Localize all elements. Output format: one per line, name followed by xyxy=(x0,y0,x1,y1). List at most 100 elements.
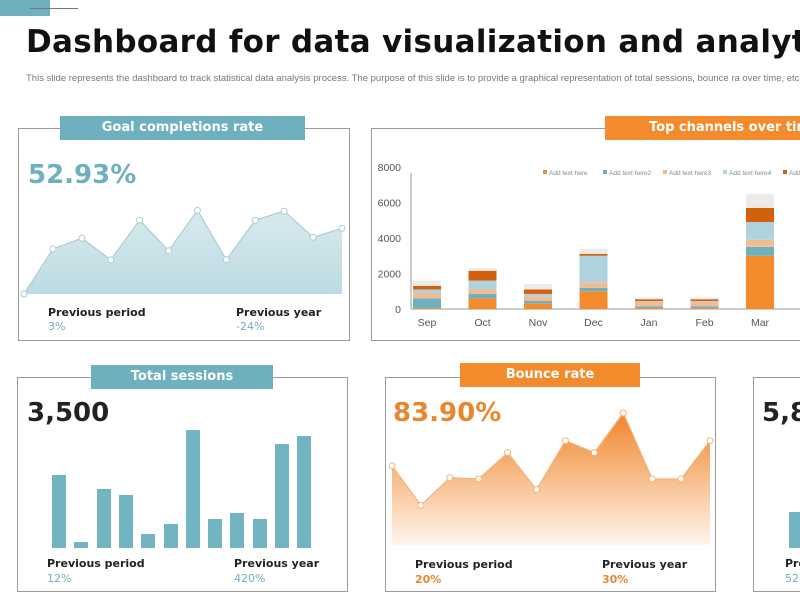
stacked-bar-segment xyxy=(579,253,608,256)
bounce-data-point xyxy=(706,437,714,445)
stacked-bar-segment xyxy=(413,298,441,309)
partial-metric-value: 5,8 xyxy=(762,398,800,428)
legend-label: Add text here3 xyxy=(669,170,712,177)
stacked-bar-segment xyxy=(468,280,497,290)
stacked-bar-segment xyxy=(746,246,774,256)
goal-previous-year-label: Previous year xyxy=(236,306,322,319)
page-subtitle: This slide represents the dashboard to t… xyxy=(26,73,800,84)
stacked-bar-segment xyxy=(746,207,774,223)
bounce-data-point xyxy=(677,475,685,483)
bounce-area-fill xyxy=(392,413,710,545)
stacked-bar-segment xyxy=(746,255,774,309)
top-channels-stacked-bar-chart: 0 2000 4000 6000 8000 Sep Oct Nov Dec Jan Feb Mar Ad… xyxy=(378,162,800,329)
stacked-bar-segment xyxy=(635,308,663,309)
total-sessions-value: 3,500 xyxy=(27,398,110,428)
partial-previous-period-value: 52 xyxy=(785,572,799,585)
goal-data-point xyxy=(78,234,86,242)
goal-data-point xyxy=(280,207,288,215)
legend-label: Add text here4 xyxy=(729,170,772,177)
bounce-previous-year-value: 30% xyxy=(602,573,629,586)
stacked-bar-segment xyxy=(413,289,441,294)
stacked-bar-segment xyxy=(468,270,497,281)
session-bar xyxy=(141,533,156,548)
sessions-previous-year-label: Previous year xyxy=(234,557,320,570)
goal-previous-period-value: 3% xyxy=(48,320,66,333)
stacked-bar-segment xyxy=(746,222,774,240)
stacked-bar-segment xyxy=(690,297,719,300)
stacked-bar-segment xyxy=(413,285,441,290)
stacked-bar-segment xyxy=(524,284,552,290)
stacked-bar-segment xyxy=(690,306,719,309)
stacked-bar-segment xyxy=(579,282,608,288)
stacked-bar-segment xyxy=(690,308,719,309)
stacked-bar-segment xyxy=(635,301,663,302)
bounce-line xyxy=(391,411,711,507)
goal-data-point xyxy=(49,245,57,253)
stacked-bar-segment xyxy=(524,293,552,297)
goal-data-point xyxy=(222,256,230,264)
session-bar xyxy=(185,430,200,548)
partial-metric-panel xyxy=(753,377,800,592)
goal-completions-header: Goal completions rate xyxy=(60,116,305,140)
stacked-bar-segment xyxy=(746,239,774,247)
x-tick-label: Feb xyxy=(695,317,713,329)
legend-swatch xyxy=(663,170,667,174)
legend-swatch xyxy=(543,170,547,174)
corner-line xyxy=(30,8,78,9)
corner-accent xyxy=(0,0,50,16)
top-channels-header: Top channels over time xyxy=(605,116,800,140)
stacked-bar-segment xyxy=(468,289,497,294)
y-tick-label: 2000 xyxy=(378,269,402,281)
bounce-data-point xyxy=(417,501,425,509)
session-bar xyxy=(252,518,267,548)
legend-swatch xyxy=(603,170,607,174)
partial-previous-period-label: Pre xyxy=(785,557,800,570)
bounce-data-point xyxy=(619,409,627,417)
stacked-bar-segment xyxy=(690,299,719,302)
bounce-data-point xyxy=(446,474,454,482)
bounce-data-point xyxy=(533,486,541,494)
session-bar xyxy=(96,489,111,548)
legend-label: Add text here xyxy=(549,170,588,177)
y-tick-label: 0 xyxy=(395,304,401,316)
bounce-data-point xyxy=(475,475,483,483)
total-sessions-header: Total sessions xyxy=(91,365,273,389)
stacked-bar-segment xyxy=(690,301,719,307)
page-title: Dashboard for data visualization and ana… xyxy=(26,24,800,60)
legend-swatch xyxy=(783,170,787,174)
x-tick-label: Nov xyxy=(529,317,548,329)
stacked-bar-segment xyxy=(635,297,663,300)
x-tick-label: Dec xyxy=(584,317,603,329)
bounce-data-point xyxy=(561,437,569,445)
stacked-bar-segment xyxy=(579,255,608,283)
goal-data-point xyxy=(136,216,144,224)
goal-data-point xyxy=(251,216,259,224)
bounce-rate-area-chart xyxy=(388,409,714,545)
stacked-bar-segment xyxy=(746,193,774,208)
goal-completions-value: 52.93% xyxy=(28,160,137,190)
x-tick-label: Mar xyxy=(751,317,770,329)
stacked-bar-segment xyxy=(468,298,497,309)
goal-data-point xyxy=(338,224,346,232)
stacked-bar-segment xyxy=(413,308,441,309)
y-tick-label: 4000 xyxy=(378,233,402,245)
goal-data-point xyxy=(20,290,28,298)
stacked-bar-segment xyxy=(579,248,608,254)
x-tick-label: Sep xyxy=(418,317,437,329)
goal-data-point xyxy=(309,233,317,241)
session-bar xyxy=(163,524,178,548)
bounce-data-point xyxy=(590,449,598,457)
stacked-bar-segment xyxy=(579,291,608,309)
stacked-bar-segment xyxy=(635,299,663,302)
session-bar xyxy=(297,435,312,548)
session-bar xyxy=(52,474,66,548)
x-tick-label: Oct xyxy=(474,317,490,329)
bounce-data-point xyxy=(504,449,512,457)
stacked-bar-segment xyxy=(635,306,663,309)
legend-swatch xyxy=(723,170,727,174)
total-sessions-bar-chart xyxy=(52,430,317,548)
bounce-previous-period-label: Previous period xyxy=(415,558,513,571)
goal-line xyxy=(23,209,343,295)
goal-data-point xyxy=(193,206,201,214)
stacked-bar-segment xyxy=(524,301,552,304)
